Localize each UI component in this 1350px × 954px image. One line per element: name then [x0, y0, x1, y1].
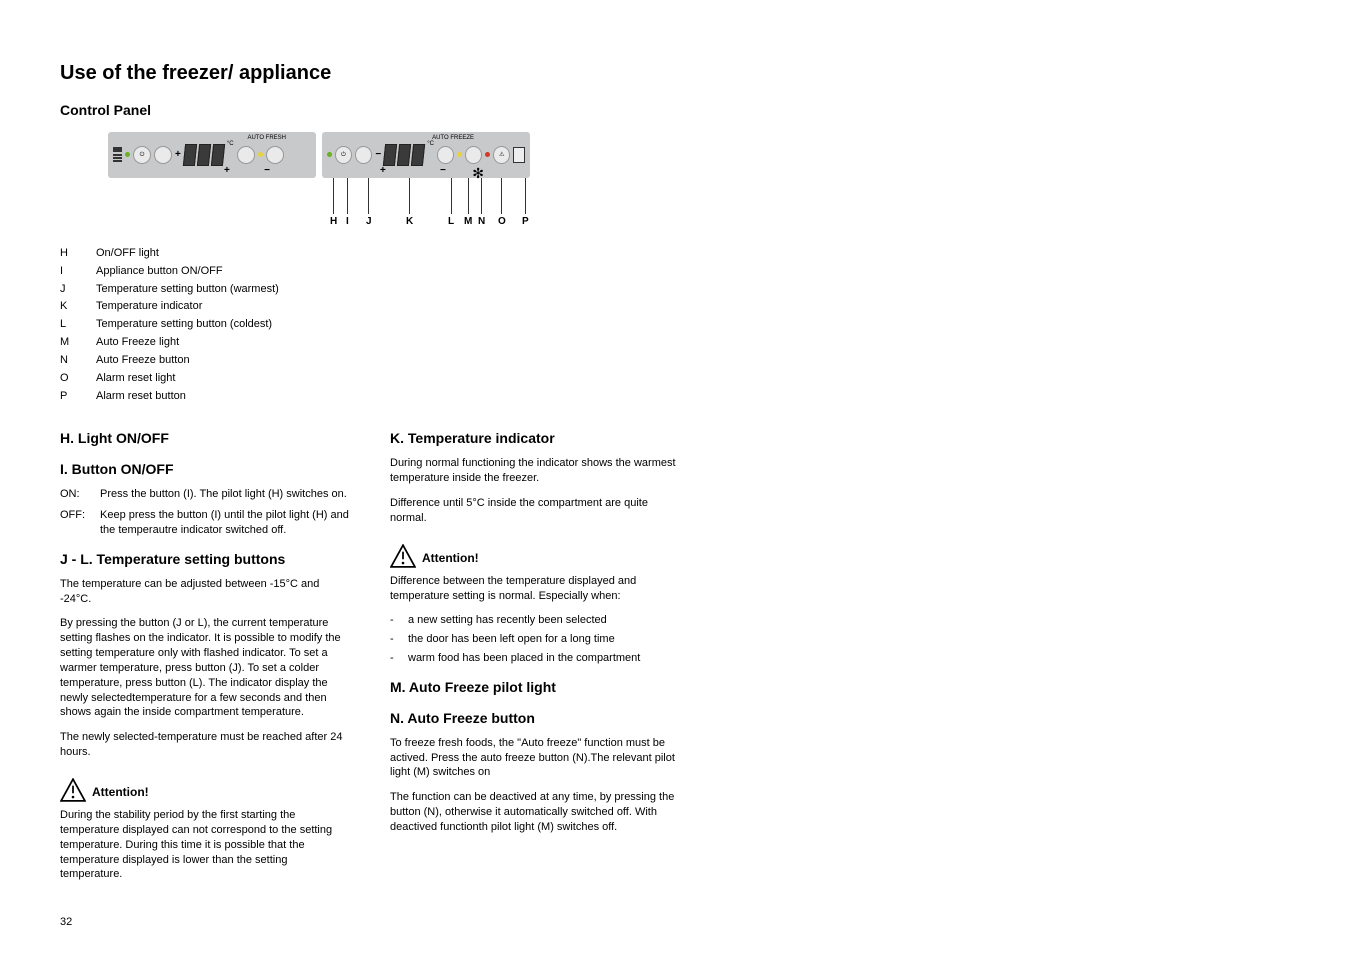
- heading-m: M. Auto Freeze pilot light: [390, 678, 682, 697]
- page-number: 32: [60, 915, 72, 930]
- body-text: During normal functioning the indicator …: [390, 456, 682, 486]
- compartment-icon: [513, 147, 525, 163]
- temp-display: [184, 144, 224, 166]
- body-text: Difference between the temperature displ…: [390, 574, 682, 604]
- body-text: To freeze fresh foods, the "Auto freeze"…: [390, 736, 682, 781]
- legend-list: HOn/OFF light IAppliance button ON/OFF J…: [60, 246, 1290, 404]
- page-title: Use of the freezer/ appliance: [60, 60, 1290, 87]
- power-button[interactable]: ⏻: [133, 146, 151, 164]
- body-text: The newly selected-temperature must be r…: [60, 730, 352, 760]
- power-light-icon: [125, 152, 130, 157]
- plus-minus-icon: +: [175, 148, 181, 162]
- power-button[interactable]: ⏻: [335, 146, 352, 164]
- temp-warmer-button[interactable]: [154, 146, 172, 164]
- control-panel-figure: ⏻ + °C AUTO FRESH + − ⏻ − °C AUTO FREEZE: [60, 132, 1290, 228]
- heading-k: K. Temperature indicator: [390, 429, 682, 448]
- heading-i: I. Button ON/OFF: [60, 460, 352, 479]
- body-text: During the stability period by the first…: [60, 808, 352, 882]
- heading-n: N. Auto Freeze button: [390, 709, 682, 728]
- alarm-light-icon: [485, 152, 490, 157]
- autofreeze-button[interactable]: [465, 146, 482, 164]
- panel-left: ⏻ + °C AUTO FRESH + −: [108, 132, 316, 178]
- temp-display: [384, 144, 424, 166]
- heading-jl: J - L. Temperature setting buttons: [60, 550, 352, 569]
- panel-right: ⏻ − °C AUTO FREEZE ⚠ ✻ + −: [322, 132, 530, 178]
- section-subtitle: Control Panel: [60, 101, 1290, 120]
- warning-icon: [60, 778, 86, 802]
- autofresh-light-icon: [258, 152, 263, 157]
- temp-colder-button[interactable]: [437, 146, 454, 164]
- autofresh-button[interactable]: [266, 146, 284, 164]
- left-column: H. Light ON/OFF I. Button ON/OFF ON:Pres…: [60, 417, 352, 892]
- body-text: Difference until 5°C inside the compartm…: [390, 496, 682, 526]
- degree-icon: °C: [227, 140, 234, 148]
- body-text: By pressing the button (J or L), the cur…: [60, 616, 352, 720]
- temp-colder-button[interactable]: [237, 146, 255, 164]
- heading-h: H. Light ON/OFF: [60, 429, 352, 448]
- warning-icon: [390, 544, 416, 568]
- minus-icon: −: [375, 148, 381, 162]
- vent-icon: [113, 147, 122, 162]
- attention-callout: Attention!: [390, 544, 682, 568]
- attention-callout: Attention!: [60, 778, 352, 802]
- temp-warmer-button[interactable]: [355, 146, 372, 164]
- alarm-button[interactable]: ⚠: [493, 146, 510, 164]
- body-text: The function can be deactived at any tim…: [390, 790, 682, 835]
- body-text: The temperature can be adjusted between …: [60, 577, 352, 607]
- auto-freeze-label: AUTO FREEZE: [432, 134, 474, 142]
- power-light-icon: [327, 152, 332, 157]
- auto-fresh-label: AUTO FRESH: [247, 134, 286, 142]
- right-column: K. Temperature indicator During normal f…: [390, 417, 682, 892]
- autofreeze-light-icon: [457, 152, 462, 157]
